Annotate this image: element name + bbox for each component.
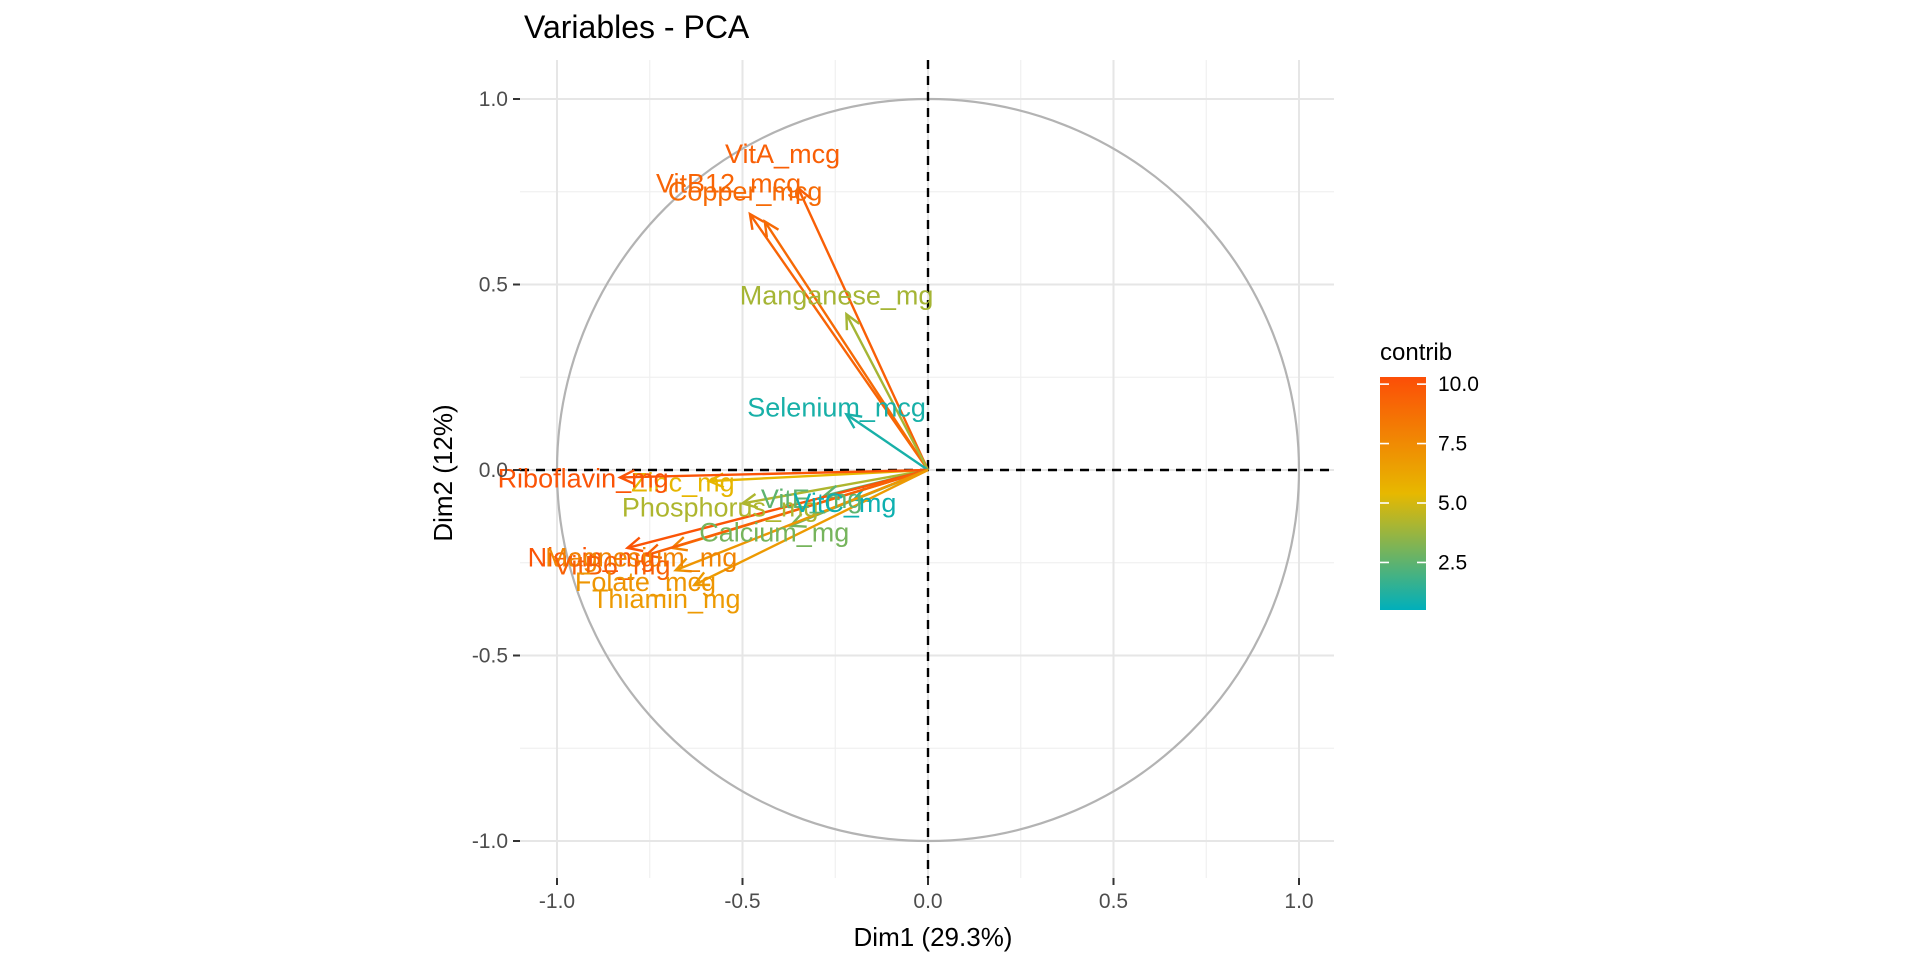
variable-label: VitE_mg bbox=[761, 484, 863, 514]
arrow-head bbox=[748, 211, 765, 230]
arrow-head bbox=[617, 469, 636, 486]
arrow-shaft bbox=[645, 468, 929, 557]
x-tick-label: 0.0 bbox=[913, 890, 942, 913]
variable-label: VitC_mg bbox=[793, 488, 896, 518]
variable-label: Thiamin_mg bbox=[592, 584, 741, 614]
legend-title: contrib bbox=[1380, 339, 1452, 366]
arrow-shaft bbox=[763, 220, 930, 471]
legend-colorbar bbox=[1380, 377, 1426, 610]
y-tick-label: 0.5 bbox=[479, 274, 508, 297]
variable-label: Riboflavin_mg bbox=[498, 463, 669, 493]
variable-arrow bbox=[844, 412, 929, 471]
y-tick-label: 0.0 bbox=[479, 459, 508, 482]
arrow-shaft bbox=[620, 468, 929, 479]
legend-tick-label: 7.5 bbox=[1438, 433, 1467, 456]
arrow-head bbox=[643, 543, 663, 559]
variable-arrow bbox=[763, 219, 930, 471]
variable-label: VitA_mcg bbox=[725, 139, 840, 169]
arrow-shaft bbox=[845, 413, 929, 471]
variable-label: Calcium_mg bbox=[699, 517, 849, 547]
legend-tick-label: 10.0 bbox=[1438, 373, 1479, 396]
y-tick-label: -1.0 bbox=[472, 830, 508, 853]
variable-label: VitB12_mcg bbox=[656, 168, 801, 198]
variable-arrow bbox=[643, 468, 929, 559]
variable-arrow bbox=[673, 468, 929, 573]
arrow-head bbox=[844, 412, 863, 429]
chart-title: Variables - PCA bbox=[524, 9, 750, 45]
arrow-shaft bbox=[748, 213, 929, 471]
variable-label: VitB6_mg bbox=[554, 551, 671, 581]
variable-arrow bbox=[624, 468, 929, 553]
variable-arrow bbox=[691, 468, 929, 587]
variable-label: Selenium_mcg bbox=[747, 393, 926, 423]
variable-arrow bbox=[796, 185, 930, 471]
variable-label: Zinc_mg bbox=[631, 467, 735, 497]
arrow-head bbox=[624, 536, 644, 553]
variable-arrow bbox=[748, 211, 929, 471]
variable-label: Folate_mcg bbox=[575, 567, 716, 597]
variable-label: Niacin_mg bbox=[528, 542, 656, 572]
arrow-shaft bbox=[627, 468, 929, 550]
variable-arrow bbox=[845, 311, 930, 471]
x-tick-label: -1.0 bbox=[539, 890, 575, 913]
legend-tick-label: 5.0 bbox=[1438, 492, 1467, 515]
variable-label: Phosphorus_mg bbox=[622, 492, 819, 522]
variable-label: Manganese_mg bbox=[740, 280, 934, 310]
arrow-head bbox=[739, 493, 759, 509]
arrow-head bbox=[673, 557, 692, 573]
arrow-head bbox=[763, 219, 780, 238]
y-tick-label: 1.0 bbox=[479, 88, 508, 111]
variable-arrows bbox=[617, 185, 930, 587]
variable-arrow bbox=[617, 468, 929, 486]
x-axis-label: Dim1 (29.3%) bbox=[854, 922, 1013, 952]
arrow-head bbox=[845, 311, 860, 331]
legend: 2.5 5.0 7.5 10.0 bbox=[1380, 373, 1479, 610]
variable-label: Copper_mcg bbox=[668, 177, 823, 207]
variable-label: Magnesium_mg bbox=[545, 542, 737, 572]
legend-tick-label: 2.5 bbox=[1438, 551, 1467, 574]
arrow-head bbox=[691, 571, 711, 587]
x-tick-label: 1.0 bbox=[1284, 890, 1313, 913]
axes: -1.0 -0.5 0.0 0.5 1.0 -1.0 -0.5 0.0 0.5 1.0 bbox=[472, 88, 1314, 913]
arrow-shaft bbox=[693, 468, 929, 587]
arrow-head bbox=[796, 185, 812, 205]
arrow-shaft bbox=[845, 313, 930, 471]
y-axis-label: Dim2 (12%) bbox=[428, 404, 458, 541]
y-tick-label: -0.5 bbox=[472, 645, 508, 668]
x-tick-label: -0.5 bbox=[724, 890, 760, 913]
arrow-shaft bbox=[675, 468, 929, 572]
x-tick-label: 0.5 bbox=[1099, 890, 1128, 913]
arrow-shaft bbox=[797, 187, 930, 471]
